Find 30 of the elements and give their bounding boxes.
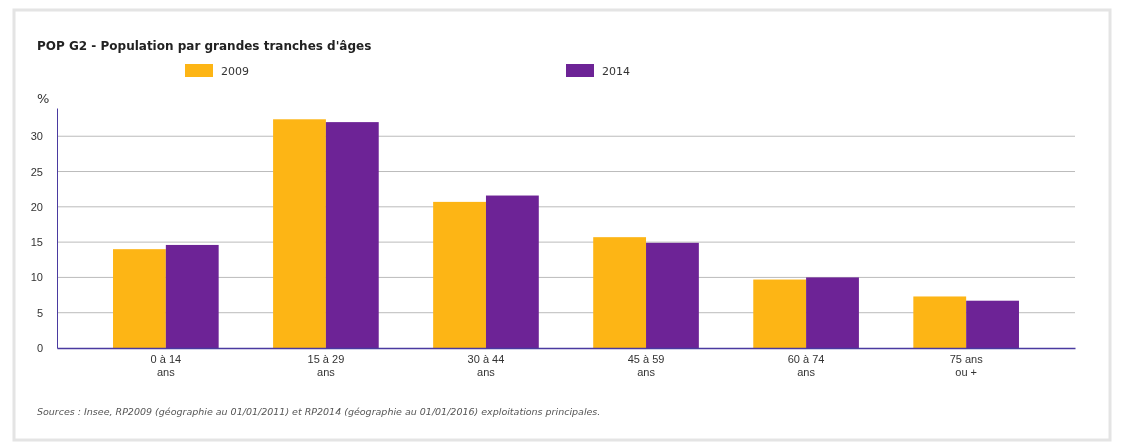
bar (273, 119, 326, 348)
bar (966, 300, 1019, 348)
y-tick-label: 20 (30, 200, 43, 213)
bar (646, 242, 699, 348)
x-tick-label: 75 ans ou + (949, 353, 984, 378)
bar (433, 201, 486, 348)
x-tick-label: 15 à 29 ans (307, 353, 345, 378)
bar (165, 244, 219, 348)
y-tick-label: 15 (30, 236, 43, 249)
chart-title: POP G2 - Population par grandes tranches d'âges (37, 39, 372, 53)
legend-label: 2009 (221, 65, 249, 78)
y-tick-label: 5 (36, 306, 43, 319)
bar (593, 237, 647, 348)
y-tick-label: 10 (30, 271, 43, 284)
legend-label: 2014 (602, 65, 630, 78)
y-axis-title: % (37, 91, 50, 106)
bar (753, 279, 807, 348)
x-tick-label: 45 à 59 ans (627, 353, 665, 378)
bar (913, 296, 967, 348)
y-tick-label: 30 (30, 130, 43, 143)
y-tick-label: 0 (36, 342, 43, 355)
bar (485, 195, 539, 348)
bar (113, 249, 166, 348)
y-tick-label: 25 (30, 165, 43, 178)
bar (325, 122, 379, 348)
bar (806, 277, 859, 348)
x-tick-label: 0 à 14 ans (150, 353, 182, 378)
source-note: Sources : Insee, RP2009 (géographie au 01/01/2011) et RP2014 (géographie au 01/01/2016) exploitations principales. (37, 406, 601, 417)
x-tick-label: 60 à 74 ans (787, 353, 825, 378)
x-tick-label: 30 à 44 ans (467, 353, 505, 378)
